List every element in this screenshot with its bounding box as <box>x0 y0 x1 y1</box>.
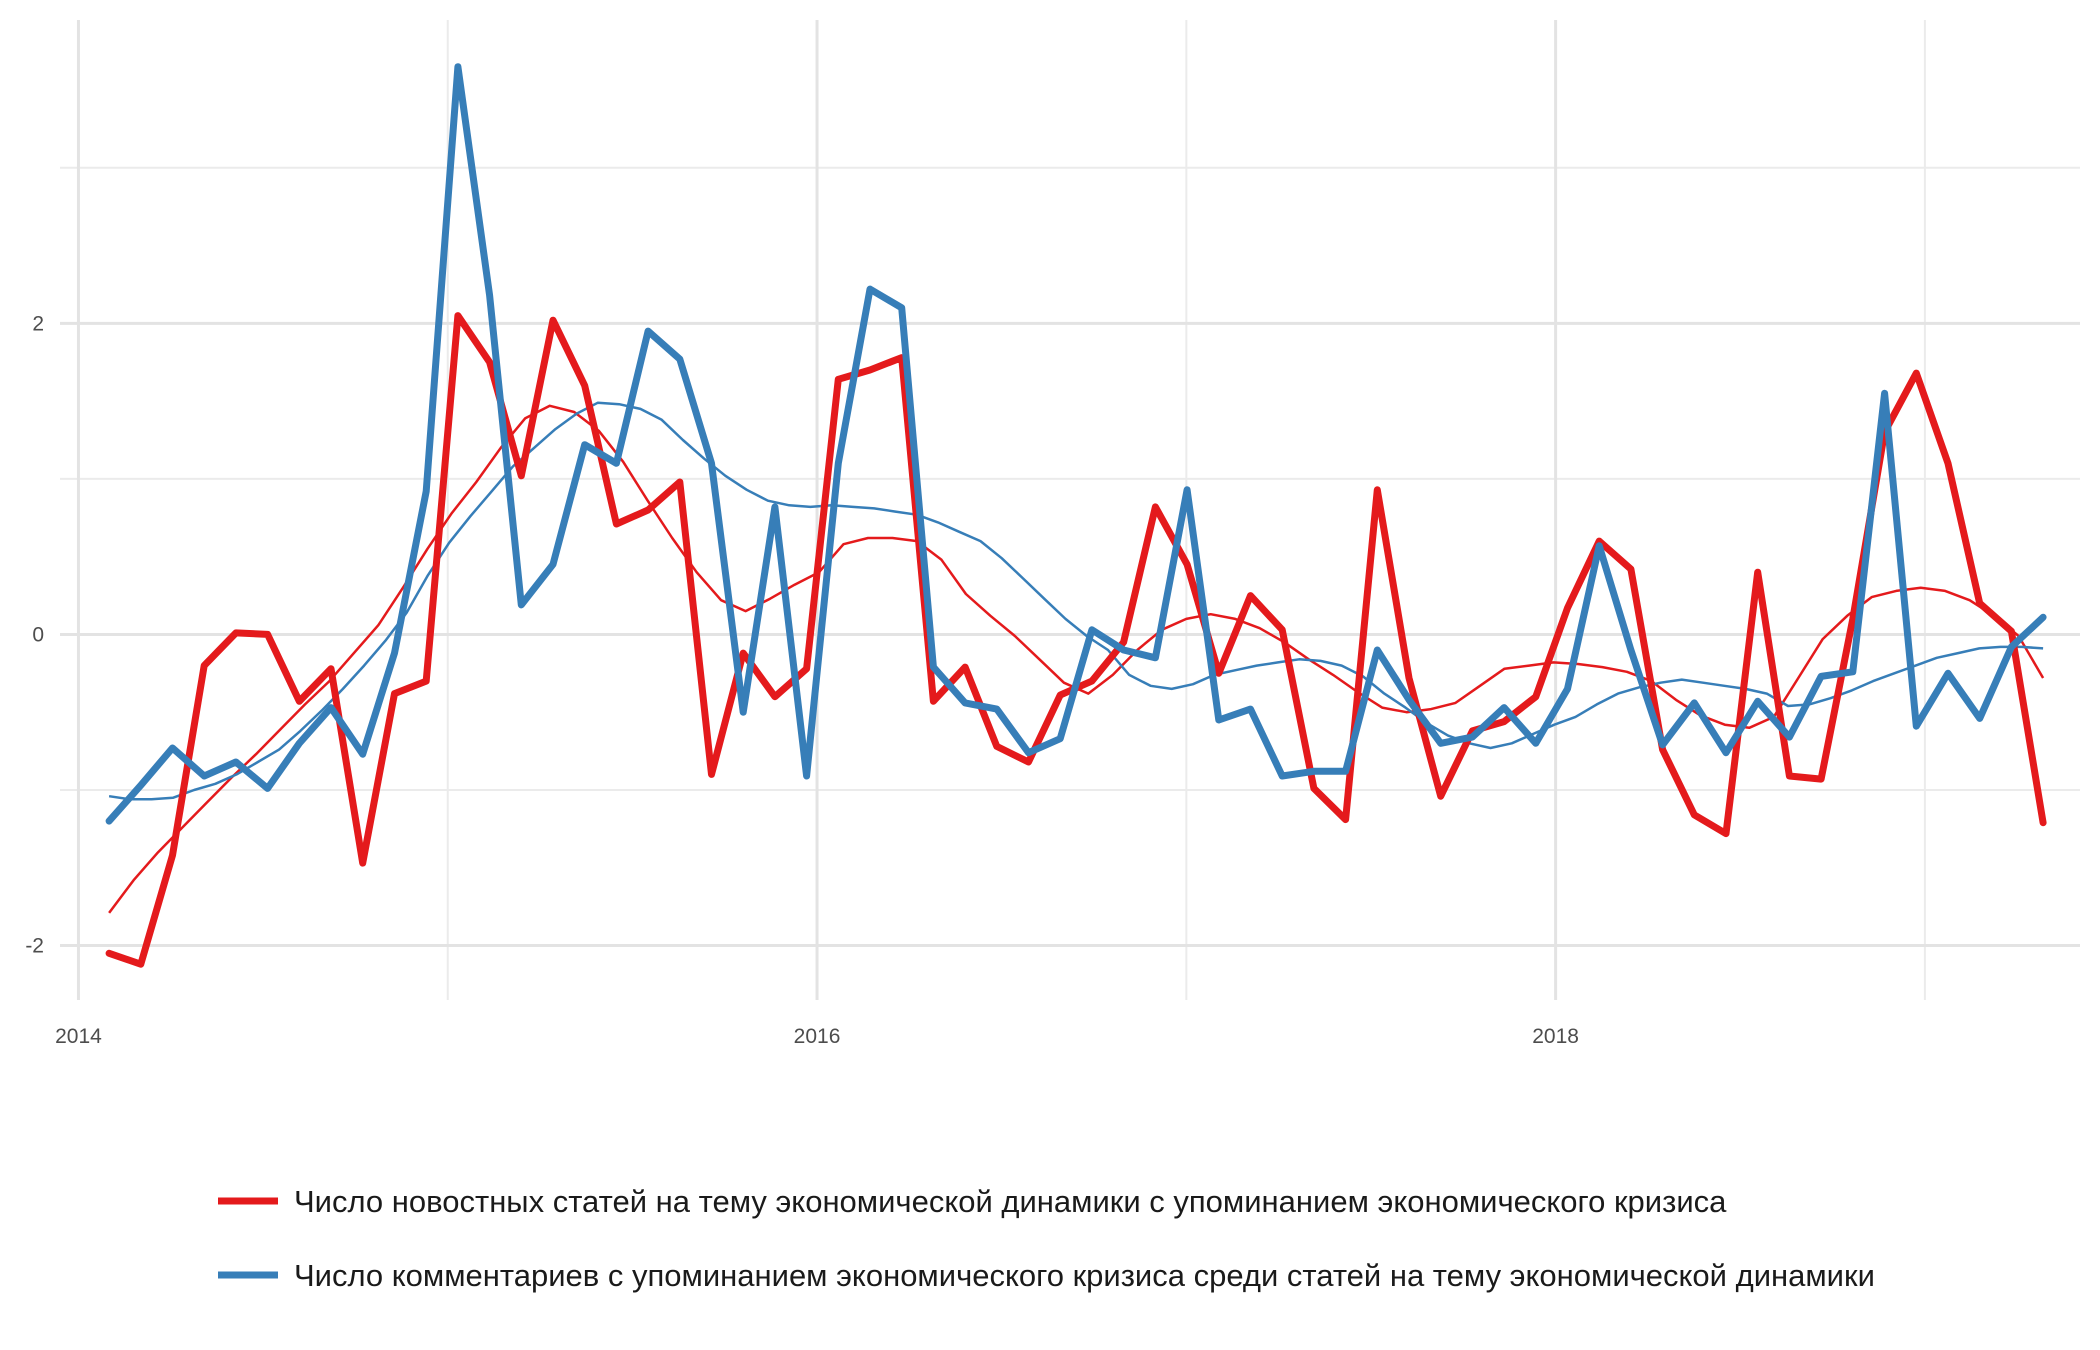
trend-line-comments <box>108 401 2044 801</box>
legend: Число новостных статей на тему экономиче… <box>218 1184 1875 1293</box>
plot-series <box>105 63 2047 968</box>
legend-label-news: Число новостных статей на тему экономиче… <box>294 1184 1727 1219</box>
legend-label-comments: Число комментариев с упоминанием экономи… <box>294 1258 1875 1293</box>
series-line-comments <box>105 63 2047 825</box>
x-tick-label-2014: 2014 <box>55 1025 102 1048</box>
x-tick-label-2016: 2016 <box>794 1025 841 1048</box>
y-axis-tick-labels: -2 0 2 <box>25 312 44 957</box>
x-tick-label-2018: 2018 <box>1532 1025 1579 1048</box>
y-tick-label-0: 0 <box>32 623 44 646</box>
x-axis-tick-labels: 2014 2016 2018 <box>55 1025 1579 1048</box>
y-tick-label-minus2: -2 <box>25 935 44 958</box>
minor-gridlines <box>60 20 2080 1000</box>
y-tick-label-2: 2 <box>32 312 44 335</box>
